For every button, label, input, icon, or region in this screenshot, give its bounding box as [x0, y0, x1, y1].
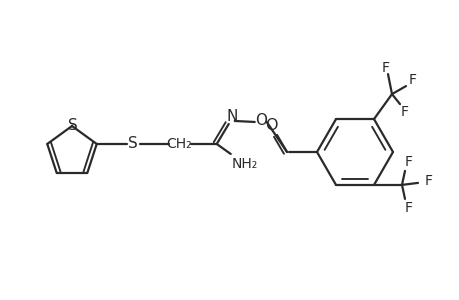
Text: S: S — [128, 136, 137, 152]
Text: NH₂: NH₂ — [231, 157, 257, 171]
Text: O: O — [254, 113, 266, 128]
Text: O: O — [264, 118, 277, 133]
Text: F: F — [404, 201, 412, 215]
Text: F: F — [424, 174, 432, 188]
Text: S: S — [68, 118, 78, 133]
Text: CH₂: CH₂ — [166, 137, 191, 151]
Text: F: F — [400, 105, 408, 119]
Text: F: F — [408, 73, 416, 87]
Text: F: F — [404, 155, 412, 169]
Text: F: F — [381, 61, 389, 75]
Text: N: N — [225, 110, 237, 124]
